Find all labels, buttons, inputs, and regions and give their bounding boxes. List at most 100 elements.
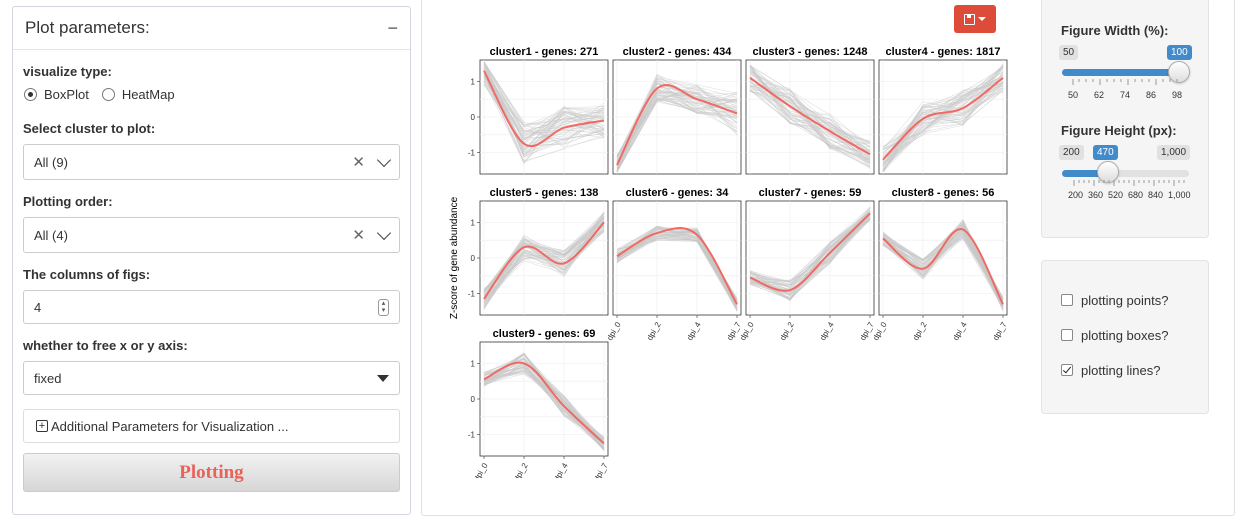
height-tick-label: 200: [1068, 190, 1084, 200]
cluster-select[interactable]: All (9) ✕: [23, 144, 400, 180]
y-tick-label: 1: [471, 77, 476, 86]
gene-line: [483, 66, 605, 141]
height-value-tag: 470: [1093, 145, 1118, 160]
panel-header: Plot parameters: −: [13, 7, 410, 50]
gene-line: [483, 366, 605, 450]
option-plotting-boxes[interactable]: plotting boxes?: [1061, 325, 1168, 345]
gene-line: [483, 75, 605, 141]
plot-options-panel: plotting points? plotting boxes? plottin…: [1041, 260, 1209, 414]
x-tick-label: dpi_2: [645, 320, 663, 342]
trend-line: [483, 221, 605, 300]
checkbox-points[interactable]: [1061, 294, 1073, 306]
radio-heatmap[interactable]: HeatMap: [101, 87, 175, 102]
gene-line: [483, 365, 605, 442]
clear-icon[interactable]: ✕: [352, 154, 365, 171]
cluster-trend-chart: Z-score of gene abundance cluster1 - gen…: [449, 46, 1009, 478]
facet-title: cluster2 - genes: 434: [623, 46, 733, 58]
facet-title: cluster1 - genes: 271: [490, 46, 599, 58]
gene-line: [616, 233, 738, 312]
gene-line: [483, 61, 605, 126]
width-slider-ticks: [1072, 79, 1178, 85]
gene-line: [616, 80, 738, 170]
facet-panel: cluster1 - genes: 271 1 0 -1: [468, 46, 609, 175]
trend-line: [749, 212, 871, 292]
width-tick-label: 98: [1172, 90, 1183, 100]
gene-line: [749, 91, 871, 159]
trend-line: [882, 228, 1004, 305]
gene-line: [483, 80, 605, 137]
gene-line: [882, 83, 1004, 151]
width-slider-fill: [1062, 69, 1172, 76]
columns-number-input[interactable]: 4 ▴ ▾: [23, 290, 400, 324]
gene-line: [749, 68, 871, 143]
option-plotting-points[interactable]: plotting points?: [1061, 290, 1168, 310]
gene-line: [749, 210, 871, 292]
x-tick-label: dpi_2: [911, 320, 929, 342]
trend-line: [882, 77, 1004, 161]
free-axis-select[interactable]: fixed: [23, 361, 400, 395]
trend-line: [483, 70, 605, 147]
plotting-order-value: All (4): [34, 227, 68, 243]
gene-line: [882, 90, 1004, 149]
x-tick-label: dpi_7: [592, 461, 610, 478]
chevron-down-icon[interactable]: [376, 225, 392, 240]
facet-title: cluster9 - genes: 69: [493, 328, 596, 340]
facet-panel: cluster4 - genes: 1817: [878, 46, 1008, 175]
gene-line: [483, 71, 605, 142]
gene-line: [749, 214, 871, 282]
plotting-button[interactable]: Plotting: [23, 453, 400, 492]
gene-line: [882, 220, 1004, 311]
x-tick-label: dpi_4: [552, 461, 570, 478]
width-slider-handle[interactable]: [1168, 61, 1190, 83]
plotting-order-select[interactable]: All (4) ✕: [23, 217, 400, 253]
x-tick-label: dpi_2: [512, 461, 530, 478]
gene-line: [749, 68, 871, 147]
width-value-tag: 100: [1167, 45, 1192, 60]
y-tick-label: -1: [468, 149, 476, 158]
facet-panel: cluster2 - genes: 434: [612, 46, 742, 175]
width-min-tag: 50: [1059, 45, 1079, 60]
radio-boxplot-label: BoxPlot: [44, 87, 89, 102]
visualize-type-label: visualize type:: [23, 64, 112, 79]
height-slider-handle[interactable]: [1097, 161, 1119, 183]
facet-title: cluster7 - genes: 59: [759, 187, 862, 199]
height-slider-track[interactable]: [1062, 170, 1189, 177]
gene-line: [483, 212, 605, 309]
save-icon: [964, 13, 975, 25]
option-label: plotting lines?: [1081, 362, 1161, 378]
checkbox-boxes[interactable]: [1061, 329, 1073, 341]
plotting-order-label: Plotting order:: [23, 194, 113, 209]
gene-line: [616, 96, 738, 159]
radio-boxplot[interactable]: BoxPlot: [23, 87, 89, 102]
gene-line: [882, 237, 1004, 308]
caret-down-icon[interactable]: [377, 374, 389, 382]
chevron-down-icon[interactable]: [376, 152, 392, 167]
gene-line: [483, 221, 605, 293]
save-dropdown-button[interactable]: [954, 5, 996, 33]
gene-line: [749, 79, 871, 147]
y-axis-title: Z-score of gene abundance: [449, 196, 460, 319]
stepper-icon[interactable]: ▴ ▾: [378, 298, 389, 316]
facet-title: cluster6 - genes: 34: [626, 187, 730, 199]
height-min-tag: 200: [1059, 145, 1084, 160]
width-tick-label: 86: [1146, 90, 1157, 100]
clear-icon[interactable]: ✕: [352, 227, 365, 244]
height-slider-ticks: [1073, 180, 1185, 186]
option-plotting-lines[interactable]: plotting lines?: [1061, 360, 1161, 380]
radio-heatmap-circle[interactable]: [101, 88, 115, 101]
gene-line: [483, 361, 605, 449]
additional-parameters-toggle[interactable]: + Additional Parameters for Visualizatio…: [23, 409, 400, 443]
radio-boxplot-circle[interactable]: [24, 88, 37, 101]
y-tick-label: -1: [468, 431, 476, 440]
facet-panel: cluster3 - genes: 1248: [745, 46, 875, 175]
x-tick-label: dpi_0: [472, 461, 490, 478]
figure-width-label: Figure Width (%):: [1061, 23, 1169, 38]
gene-line: [616, 79, 738, 158]
radio-heatmap-label: HeatMap: [121, 87, 175, 102]
gene-line: [483, 63, 605, 158]
trend-line: [749, 76, 871, 156]
y-tick-label: 0: [471, 254, 476, 263]
checkbox-lines[interactable]: [1061, 364, 1073, 376]
collapse-button[interactable]: −: [387, 17, 398, 38]
